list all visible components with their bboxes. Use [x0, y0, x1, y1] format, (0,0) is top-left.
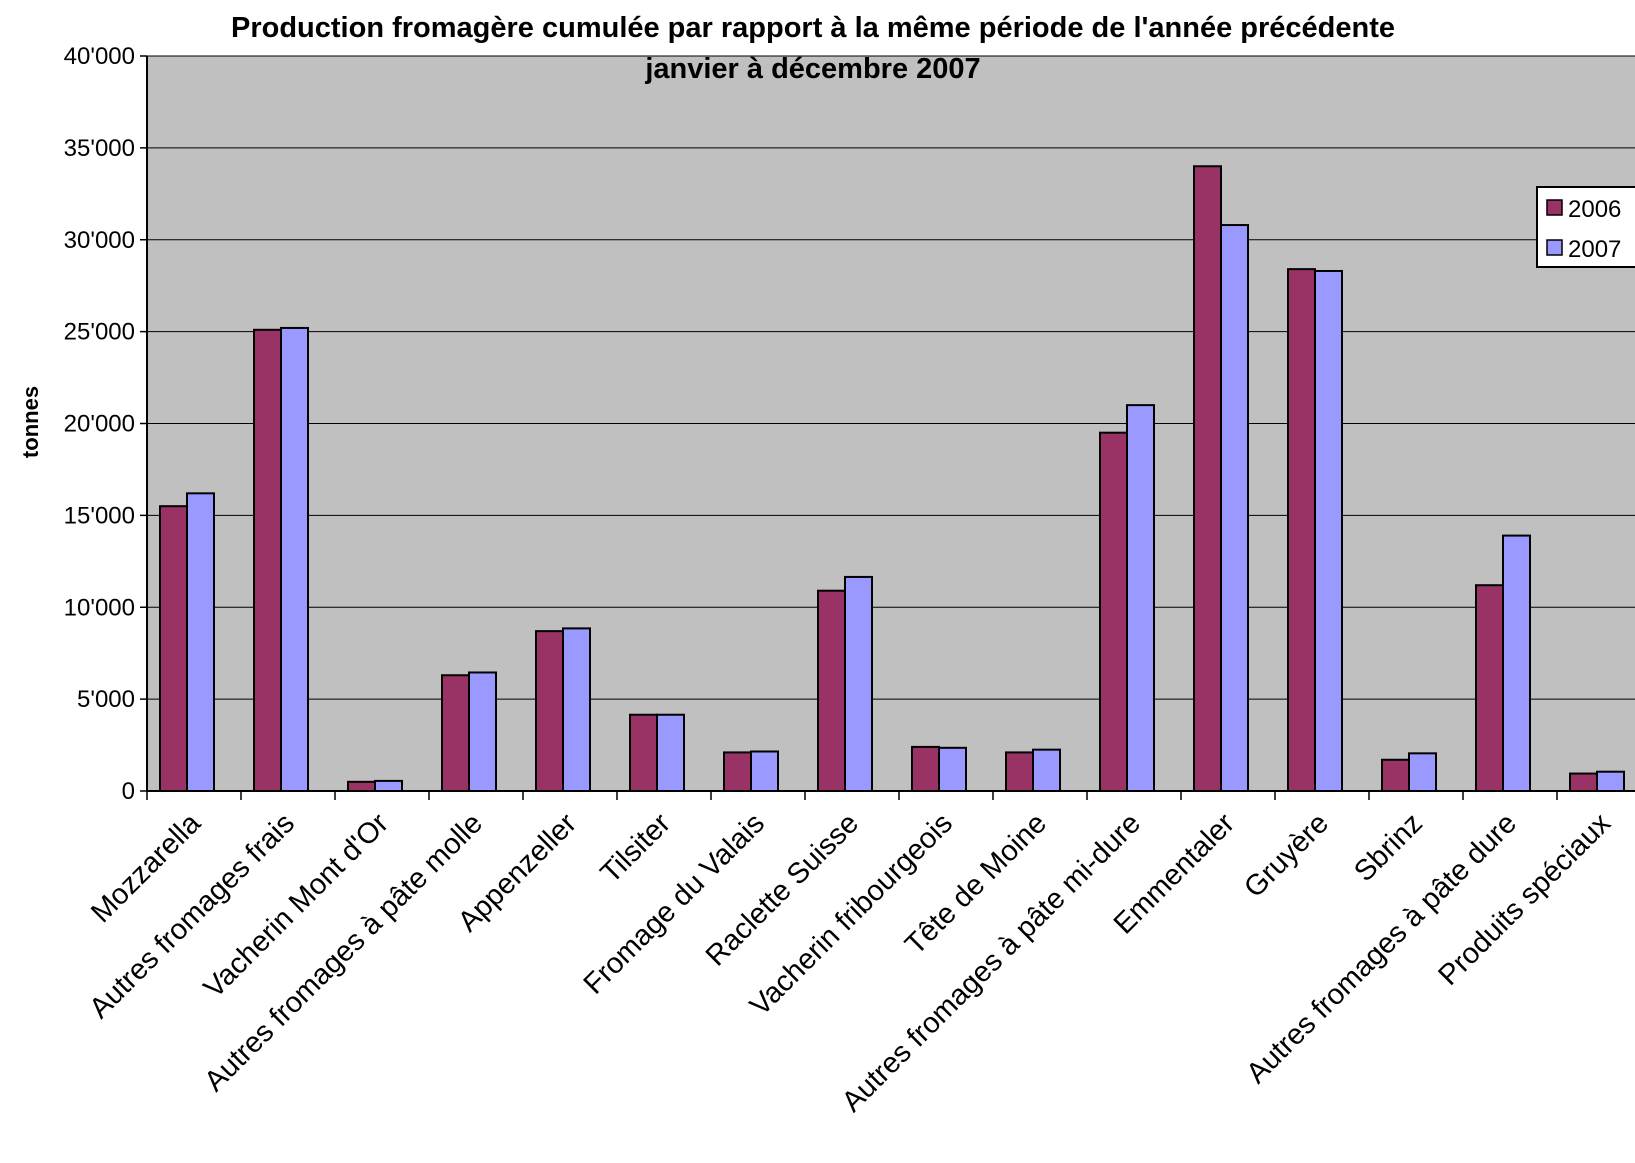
y-tick-labels: 0 5'000 10'000 15'000 20'000 25'000 30'000 35'0… — [64, 43, 135, 805]
bar-2006-7 — [817, 589, 846, 793]
bar-2006-14 — [1475, 584, 1504, 793]
bar-2007-8 — [938, 746, 967, 792]
x-tick-label: Fromage du Valais — [578, 807, 771, 1000]
bar-2007-9 — [1032, 748, 1061, 792]
x-tick-label: Tilsiter — [595, 807, 677, 889]
chart-title: Production fromagère cumulée par rapport… — [231, 12, 1395, 44]
bar-2006-12 — [1287, 268, 1316, 792]
bar-2007-12 — [1314, 269, 1343, 792]
bar-2007-5 — [656, 713, 685, 793]
bar-2007-6 — [750, 750, 779, 793]
legend-swatch-2007 — [1546, 239, 1563, 256]
bar-2006-0 — [159, 505, 188, 792]
bar-2006-11 — [1193, 165, 1222, 792]
y-tick-label: 20'000 — [64, 411, 135, 438]
legend-swatch-2006 — [1546, 199, 1563, 216]
axes — [140, 55, 1635, 800]
bar-2006-6 — [723, 751, 752, 792]
bar-2006-1 — [253, 328, 282, 792]
y-tick-label: 25'000 — [64, 319, 135, 346]
y-tick-label: 15'000 — [64, 502, 135, 529]
bar-2006-5 — [629, 713, 658, 793]
chart-subtitle: janvier à décembre 2007 — [644, 53, 980, 85]
bar-2007-15 — [1596, 770, 1625, 792]
bar-2007-11 — [1220, 224, 1249, 793]
y-tick-label: 5'000 — [77, 686, 135, 713]
x-tick-label: Produits spéciaux — [1432, 807, 1617, 992]
bar-2006-10 — [1099, 431, 1128, 792]
y-tick-label: 40'000 — [64, 43, 135, 70]
bars — [159, 165, 1625, 793]
bar-2007-2 — [374, 779, 403, 792]
bar-2006-15 — [1569, 772, 1598, 793]
bar-2006-8 — [911, 745, 940, 793]
bar-2007-0 — [186, 492, 215, 792]
bar-2006-2 — [347, 780, 376, 792]
bar-2007-3 — [468, 671, 497, 793]
y-tick-label: 10'000 — [64, 594, 135, 621]
x-tick-label: Vacherin Mont d'Or — [198, 807, 395, 1004]
bar-2007-7 — [844, 575, 873, 793]
bar-2007-1 — [280, 326, 309, 792]
bar-2006-9 — [1005, 751, 1034, 792]
bar-2006-4 — [535, 630, 564, 793]
x-tick-label: Sbrinz — [1348, 807, 1429, 888]
x-tick-label: Gruyère — [1238, 807, 1335, 904]
legend-label-2007: 2007 — [1568, 236, 1621, 263]
bar-2006-13 — [1381, 758, 1410, 793]
bar-2007-4 — [562, 627, 591, 792]
legend-label-2006: 2006 — [1568, 196, 1621, 223]
gridlines — [147, 55, 1635, 700]
bar-2007-14 — [1502, 534, 1531, 793]
legend: 2006 2007 — [1536, 186, 1635, 268]
y-tick-label: 0 — [122, 778, 135, 805]
y-axis-label: tonnes — [18, 386, 43, 458]
bar-2006-3 — [441, 674, 470, 792]
y-tick-label: 35'000 — [64, 135, 135, 162]
y-tick-label: 30'000 — [64, 227, 135, 254]
bar-2007-10 — [1126, 404, 1155, 792]
bar-2007-13 — [1408, 752, 1437, 792]
